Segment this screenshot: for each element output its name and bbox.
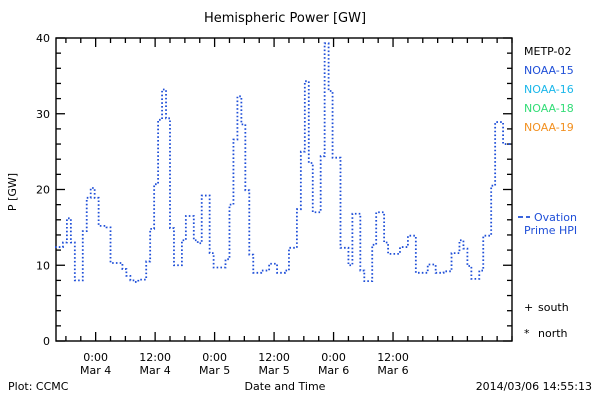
x-axis-tick-date: Mar 6 (318, 364, 349, 377)
x-axis-tick-date: Mar 4 (140, 364, 171, 377)
marker-label-south: south (538, 301, 569, 314)
marker-symbol-north: * (524, 327, 530, 340)
ovation-prime-hpi-line (55, 42, 512, 283)
data-series-group (55, 42, 512, 283)
x-axis-tick-time: 0:00 (202, 351, 227, 364)
y-axis: 0 10 20 30 40 (36, 32, 512, 348)
x-axis-tick-date: Mar 5 (199, 364, 230, 377)
y-axis-tick-label: 20 (36, 184, 50, 197)
x-axis-tick-time: 0:00 (321, 351, 346, 364)
plot-frame (55, 37, 513, 342)
legend-item-metp-02: METP-02 (524, 45, 572, 58)
y-axis-tick-label: 10 (36, 259, 50, 272)
x-axis-tick-time: 0:00 (83, 351, 108, 364)
plot-source-label: Plot: CCMC (8, 380, 69, 393)
x-axis-tick-date: Mar 5 (258, 364, 289, 377)
legend-item-noaa-18: NOAA-18 (524, 102, 574, 115)
timestamp-label: 2014/03/06 14:55:13 (476, 380, 592, 393)
x-axis-tick-date: Mar 4 (80, 364, 111, 377)
legend-item-noaa-15: NOAA-15 (524, 64, 574, 77)
x-axis-tick-time: 12:00 (139, 351, 171, 364)
ovation-legend-line1: Ovation (534, 211, 577, 224)
legend-item-noaa-19: NOAA-19 (524, 121, 574, 134)
y-axis-tick-label: 0 (43, 335, 50, 348)
marker-label-north: north (538, 327, 568, 340)
y-axis-tick-label: 40 (36, 32, 50, 45)
x-axis-tick-time: 12:00 (377, 351, 409, 364)
x-axis-tick-time: 12:00 (258, 351, 290, 364)
chart-title: Hemispheric Power [GW] (204, 11, 366, 26)
y-axis-label: P [GW] (6, 173, 19, 211)
satellite-legend: METP-02 NOAA-15 NOAA-16 NOAA-18 NOAA-19 (524, 45, 574, 134)
legend-item-noaa-16: NOAA-16 (524, 83, 574, 96)
marker-legend: + south * north (524, 301, 569, 340)
x-axis-tick-date: Mar 6 (377, 364, 408, 377)
x-axis-caption: Date and Time (245, 380, 326, 393)
y-axis-tick-label: 30 (36, 108, 50, 121)
ovation-legend-line2: Prime HPI (524, 224, 577, 237)
marker-symbol-south: + (524, 301, 533, 314)
